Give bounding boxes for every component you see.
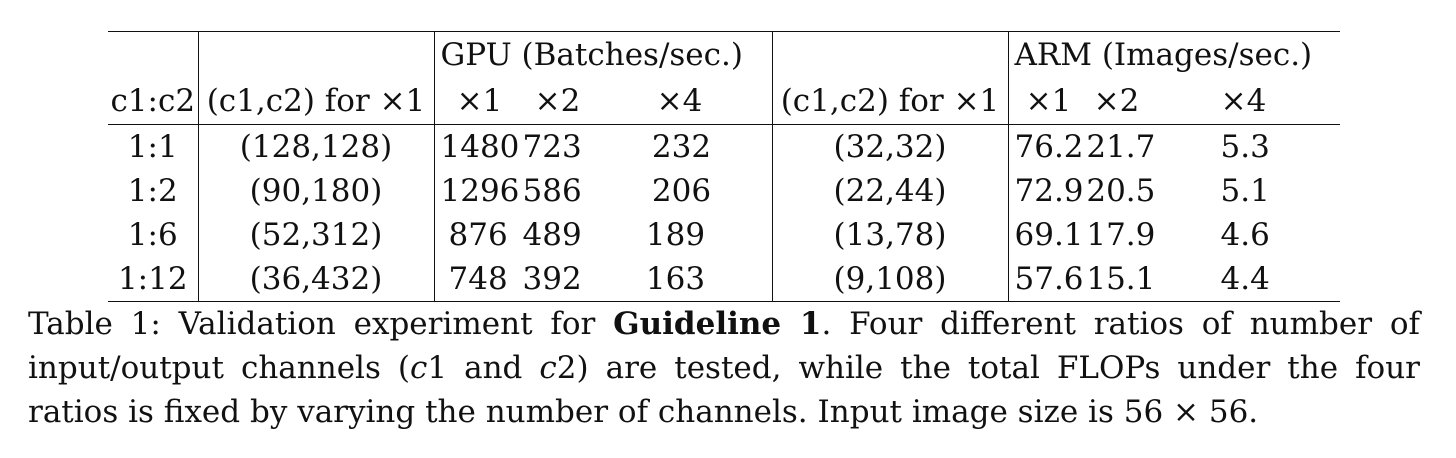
- cell-gpu-x1: 1296: [440, 172, 520, 209]
- table-row: 1:1 (128,128) 1480 723 232 (32,32) 76.2 …: [108, 124, 1340, 169]
- table-row: 1:12 (36,432) 748 392 163 (9,108) 57.6 1…: [108, 257, 1340, 302]
- caption-c2-var: c: [539, 350, 557, 386]
- cell-gpu-x4: 189: [645, 216, 706, 253]
- table-row: 1:2 (90,180) 1296 586 206 (22,44) 72.9 2…: [108, 169, 1340, 213]
- header-gpu-x2: ×2: [534, 82, 581, 119]
- cell-gpu-x4: 206: [651, 172, 712, 209]
- header-arm-channels: (c1,c2) for ×1: [771, 78, 1008, 125]
- cell-arm-x1: 76.2: [1014, 128, 1084, 165]
- caption-part1: . Four different ratios of number of inp…: [28, 306, 1420, 386]
- header-empty-arm-channels: [771, 31, 1008, 78]
- header-gpu-channels: (c1,c2) for ×1: [197, 78, 434, 125]
- header-gpu-x4: ×4: [656, 82, 703, 119]
- cell-gpu-x4: 163: [645, 260, 706, 297]
- cell-gpu-channels: (36,432): [197, 257, 434, 302]
- cell-arm-channels: (22,44): [771, 169, 1008, 213]
- cell-ratio: 1:12: [108, 257, 198, 302]
- results-table: GPU (Batches/sec.) ARM (Images/sec.) c1:…: [108, 31, 1340, 302]
- header-row-groups: GPU (Batches/sec.) ARM (Images/sec.): [108, 31, 1340, 78]
- cell-gpu-x1: 876: [448, 216, 508, 253]
- cell-gpu-x1: 748: [448, 260, 508, 297]
- cell-gpu-values: 876 489 189: [433, 213, 772, 257]
- table-caption: Table 1: Validation experiment for Guide…: [28, 302, 1420, 434]
- caption-prefix: Table 1: Validation experiment for: [28, 306, 614, 342]
- cell-arm-channels: (9,108): [771, 257, 1008, 302]
- caption-c1-var: c: [409, 350, 428, 386]
- header-gpu-multipliers: ×1 ×2 ×4: [433, 78, 772, 125]
- header-arm-group: ARM (Images/sec.): [1007, 31, 1340, 78]
- cell-arm-x1: 69.1: [1014, 216, 1084, 253]
- header-gpu-group: GPU (Batches/sec.): [433, 31, 772, 78]
- cell-arm-channels: (32,32): [771, 124, 1008, 169]
- cell-gpu-channels: (90,180): [197, 169, 434, 213]
- results-table-container: GPU (Batches/sec.) ARM (Images/sec.) c1:…: [108, 31, 1340, 302]
- header-ratio: c1:c2: [108, 78, 198, 125]
- cell-ratio: 1:2: [127, 172, 178, 209]
- cell-arm-x4: 5.3: [1220, 128, 1270, 165]
- cell-gpu-x2: 586: [522, 172, 582, 209]
- cell-gpu-x2: 723: [522, 128, 582, 165]
- cell-gpu-values: 1296 586 206: [433, 169, 772, 213]
- header-empty-gpu-channels: [197, 31, 434, 78]
- header-arm-multipliers: ×1 ×2 ×4: [1007, 78, 1340, 125]
- cell-arm-values: 57.6 15.1 4.4: [1007, 257, 1340, 302]
- caption-guideline: Guideline 1: [613, 306, 822, 342]
- cell-gpu-x2: 392: [522, 260, 582, 297]
- cell-arm-values: 72.9 20.5 5.1: [1007, 169, 1340, 213]
- cell-gpu-values: 748 392 163: [433, 257, 772, 302]
- cell-arm-x4: 4.6: [1220, 216, 1270, 253]
- cell-gpu-channels: (52,312): [197, 213, 434, 257]
- cell-arm-x2: 17.9: [1086, 216, 1156, 253]
- cell-gpu-x4: 232: [651, 128, 712, 165]
- cell-arm-x2: 20.5: [1086, 172, 1156, 209]
- cell-gpu-values: 1480 723 232: [433, 124, 772, 169]
- cell-arm-x2: 21.7: [1086, 128, 1156, 165]
- cell-arm-channels: (13,78): [771, 213, 1008, 257]
- header-row-columns: c1:c2 (c1,c2) for ×1 ×1 ×2 ×4 (c1,c2) fo…: [108, 78, 1340, 125]
- header-arm-x4: ×4: [1220, 82, 1267, 119]
- cell-arm-values: 76.2 21.7 5.3: [1007, 124, 1340, 169]
- cell-gpu-x1: 1480: [440, 128, 520, 165]
- caption-c2-num: 2: [556, 350, 577, 386]
- header-arm-x2: ×2: [1093, 82, 1140, 119]
- cell-gpu-x2: 489: [522, 216, 582, 253]
- header-empty-ratio: [108, 31, 198, 78]
- caption-c1-num: 1: [427, 350, 448, 386]
- cell-gpu-channels: (128,128): [197, 124, 434, 169]
- cell-arm-values: 69.1 17.9 4.6: [1007, 213, 1340, 257]
- cell-arm-x2: 15.1: [1086, 260, 1156, 297]
- header-gpu-x1: ×1: [456, 82, 503, 119]
- table-row: 1:6 (52,312) 876 489 189 (13,78) 69.1 17…: [108, 213, 1340, 257]
- cell-arm-x1: 57.6: [1014, 260, 1084, 297]
- caption-part2: ) are tested, while the total FLOPs unde…: [28, 350, 1421, 430]
- header-arm-x1: ×1: [1025, 82, 1072, 119]
- cell-arm-x4: 5.1: [1220, 172, 1270, 209]
- cell-arm-x1: 72.9: [1014, 172, 1084, 209]
- cell-arm-x4: 4.4: [1220, 260, 1270, 297]
- cell-ratio: 1:6: [127, 216, 178, 253]
- caption-and: and: [447, 350, 540, 386]
- cell-ratio: 1:1: [127, 128, 178, 165]
